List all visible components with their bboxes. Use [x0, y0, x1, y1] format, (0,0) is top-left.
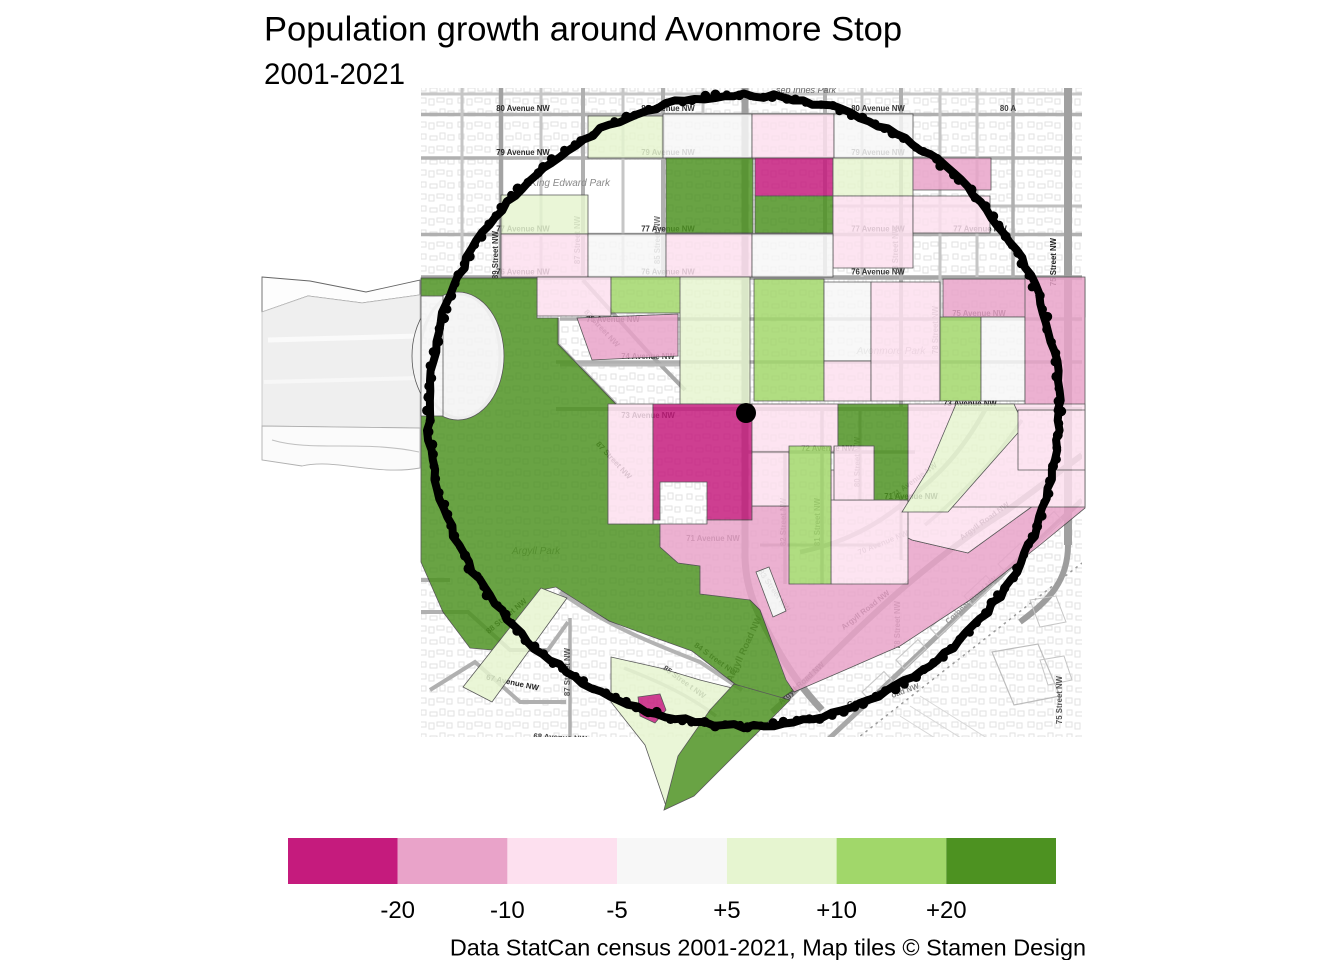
svg-text:Population growth around Avonm: Population growth around Avonmore Stop — [264, 11, 902, 49]
svg-text:80 Avenue NW: 80 Avenue NW — [851, 104, 905, 113]
svg-text:79 Avenue NW: 79 Avenue NW — [496, 148, 550, 157]
svg-text:-10: -10 — [490, 897, 525, 924]
svg-text:sep Innes Park: sep Innes Park — [776, 85, 837, 95]
svg-text:80 A: 80 A — [1000, 104, 1017, 113]
svg-text:Data StatCan census 2001-2021,: Data StatCan census 2001-2021, Map tiles… — [450, 935, 1086, 960]
svg-text:+5: +5 — [713, 897, 740, 924]
svg-text:-20: -20 — [380, 897, 415, 924]
svg-text:King Edward Park: King Edward Park — [530, 178, 611, 189]
svg-text:75 Street NW: 75 Street NW — [1055, 675, 1064, 724]
svg-text:-5: -5 — [606, 897, 627, 924]
svg-text:73 Avenue NW: 73 Avenue NW — [943, 399, 997, 408]
svg-text:2001-2021: 2001-2021 — [264, 58, 405, 91]
svg-text:68 Avenue NW: 68 Avenue NW — [533, 732, 588, 744]
svg-text:76 Avenue NW: 76 Avenue NW — [851, 268, 905, 277]
svg-text:80 Avenue NW: 80 Avenue NW — [496, 104, 550, 113]
svg-text:+20: +20 — [926, 897, 967, 924]
svg-text:89 Street NW: 89 Street NW — [491, 230, 500, 279]
svg-text:80 Avenue NW: 80 Avenue NW — [641, 104, 695, 113]
svg-text:+10: +10 — [816, 897, 857, 924]
svg-text:75 Street NW: 75 Street NW — [1049, 237, 1058, 286]
